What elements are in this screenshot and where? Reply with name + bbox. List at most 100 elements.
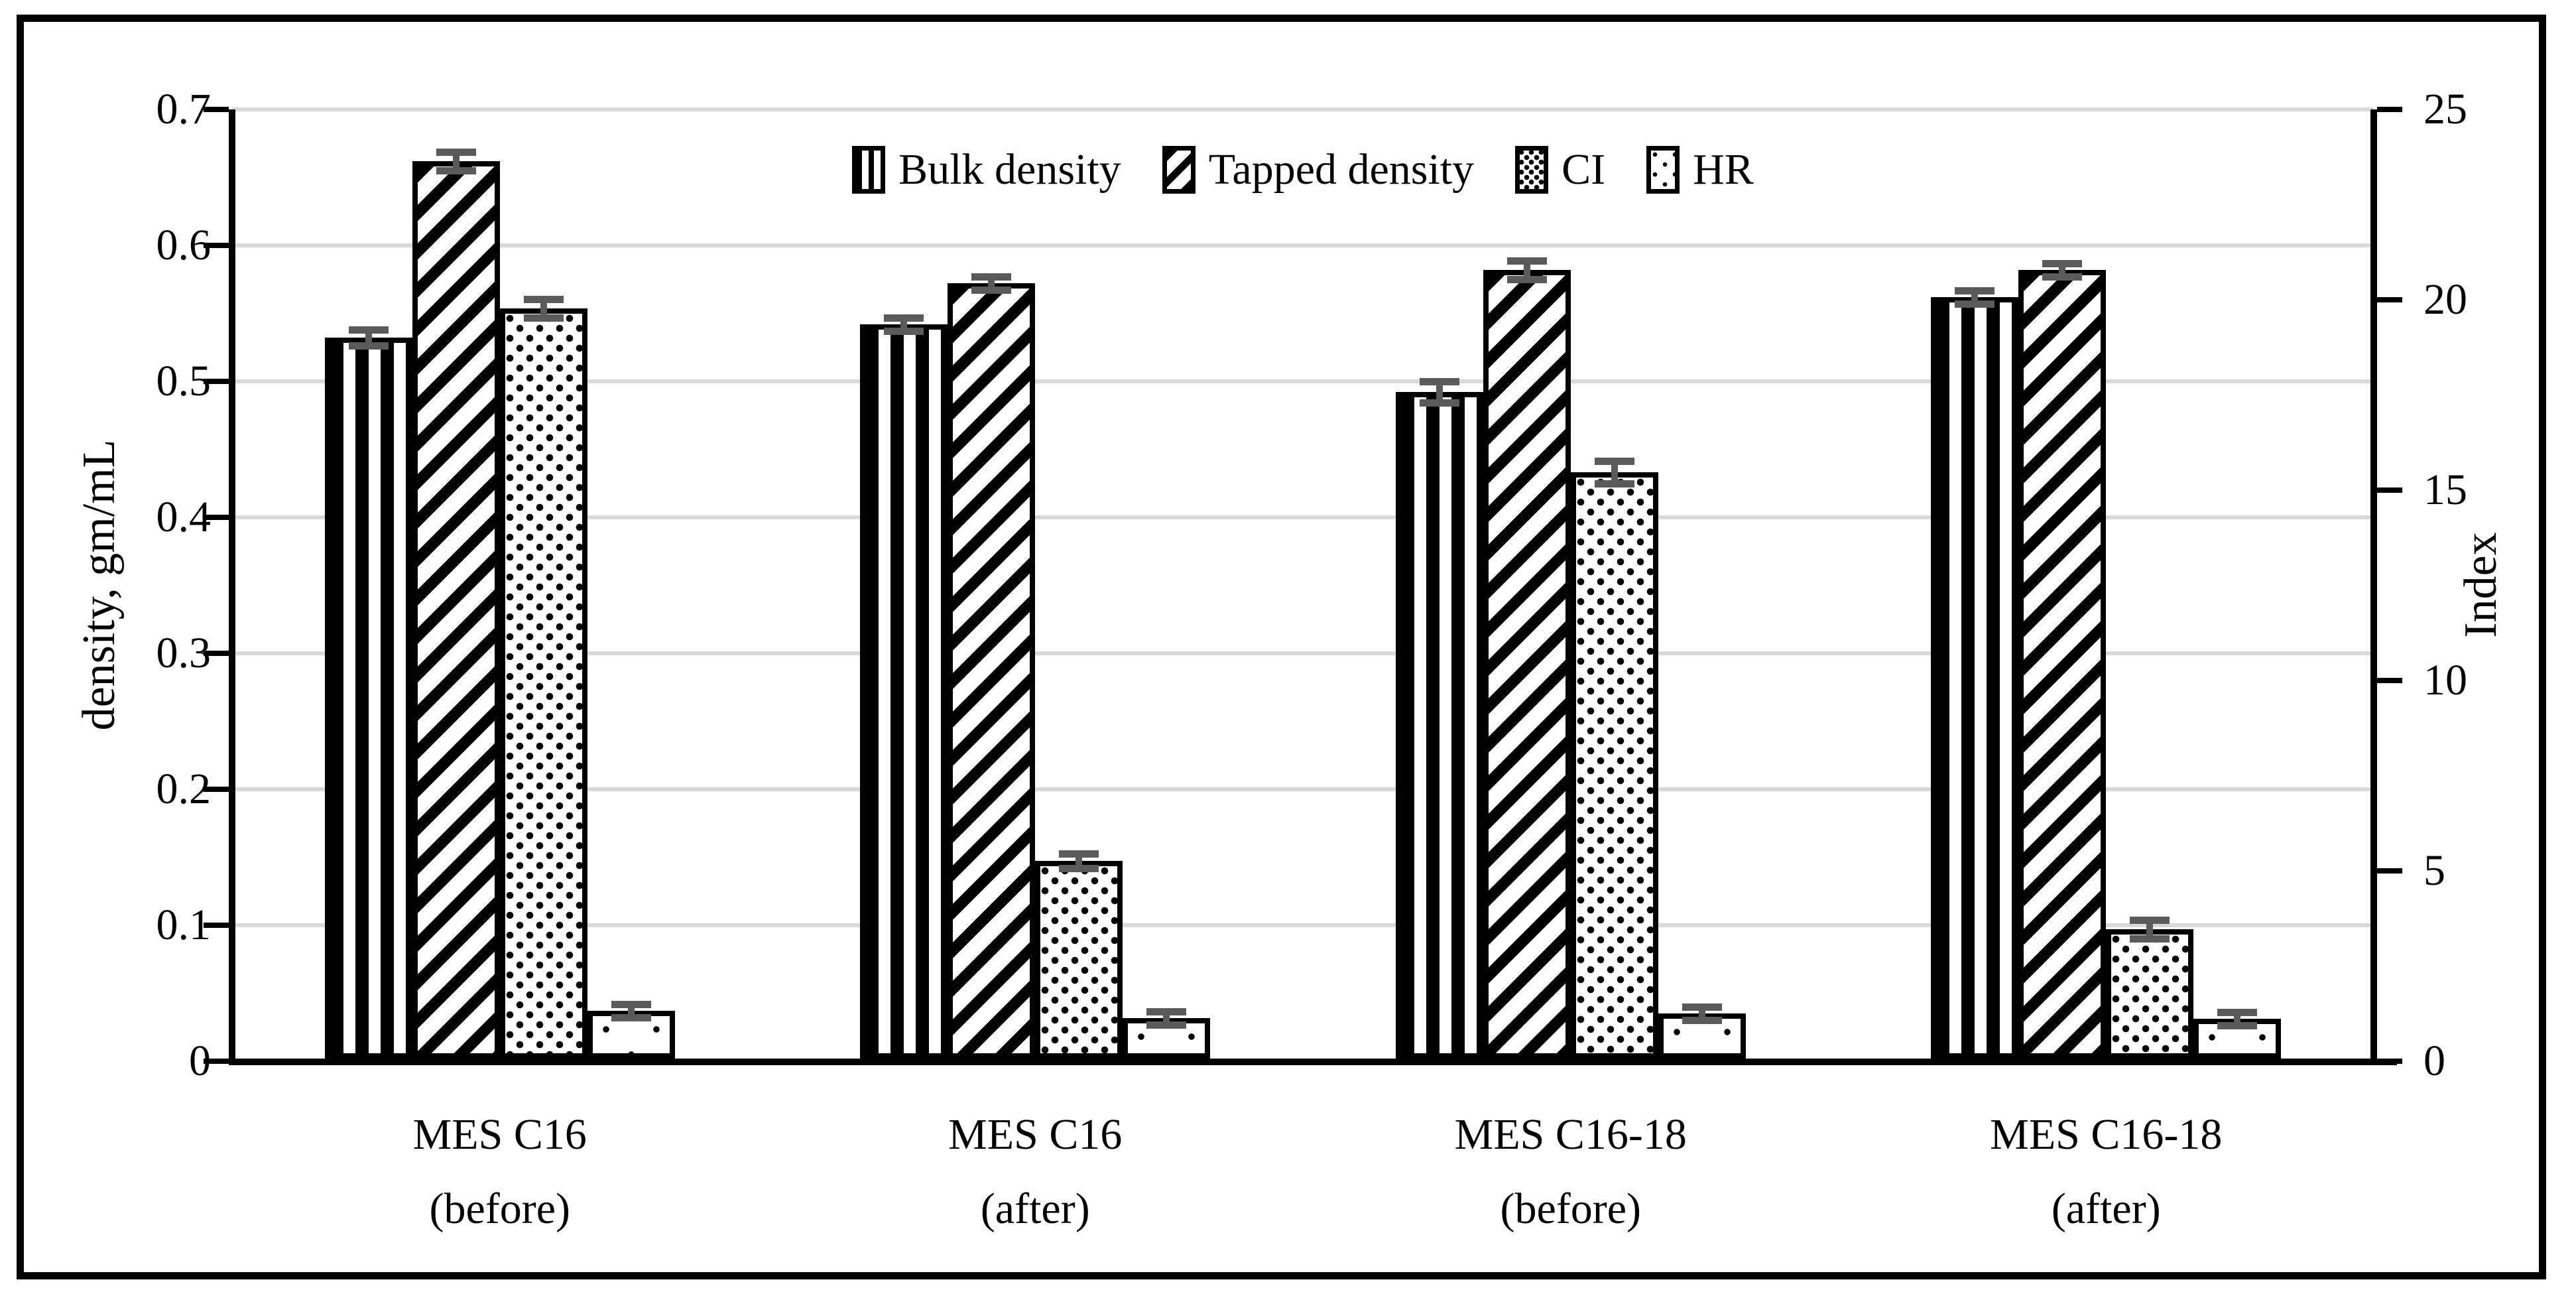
error-bar-stem (988, 273, 995, 294)
error-bar-cap-bottom (611, 1014, 651, 1021)
error-bar-stem (2059, 260, 2065, 281)
right-axis-tick-label: 15 (2423, 466, 2467, 514)
plot-area: 0.7 0.6 0.5 0.4 0.3 0.2 0.1 0 25 20 15 10 5 0 (156, 88, 2468, 1083)
x-category-label: MES C16 (before) (232, 1098, 768, 1246)
error-bar-stem (2234, 1009, 2240, 1029)
gridline (232, 515, 2374, 519)
right-axis-tick (2377, 1059, 2402, 1064)
gridline (232, 923, 2374, 927)
error-bar-cap-bottom (524, 314, 564, 322)
bar-ci (1035, 861, 1123, 1059)
error-bar (884, 314, 924, 335)
dense-dots-swatch-icon (1515, 146, 1549, 194)
legend-item-tapped-density: Tapped density (1162, 145, 1474, 195)
error-bar (1507, 257, 1547, 283)
left-axis-tick (204, 651, 229, 656)
legend-item-ci: CI (1515, 145, 1605, 195)
error-bar-stem (1436, 378, 1443, 407)
left-axis-tick (204, 923, 229, 928)
error-bar-stem (1971, 287, 1978, 308)
legend-label: Bulk density (898, 145, 1121, 194)
figure-border (17, 15, 2546, 1279)
right-axis-tick-label: 0 (2423, 1037, 2445, 1085)
error-bar (436, 149, 476, 174)
error-bar (611, 1001, 651, 1021)
error-bar-cap-bottom (884, 328, 924, 335)
error-bar-stem (900, 314, 907, 335)
error-bar (1595, 458, 1634, 487)
vertical-stripes-swatch-icon (852, 146, 886, 194)
error-bar (2042, 260, 2082, 281)
error-bar-cap-bottom (1682, 1017, 1722, 1024)
error-bar-cap-bottom (2042, 273, 2082, 281)
x-axis-line (229, 1059, 2397, 1065)
bar-bulk-density (325, 338, 412, 1059)
left-axis-tick (204, 1059, 229, 1064)
x-category-label-line1: MES C16 (412, 1110, 587, 1159)
x-category-label-line2: (after) (980, 1185, 1090, 1233)
right-axis-tick-label: 5 (2423, 846, 2445, 895)
error-bar-cap-bottom (2130, 935, 2170, 942)
error-bar (2217, 1009, 2257, 1029)
error-bar (524, 296, 564, 322)
bar-ci (1571, 472, 1658, 1059)
error-bar-cap-bottom (1595, 480, 1634, 487)
error-bar-stem (1163, 1008, 1170, 1029)
error-bar-stem (453, 149, 460, 174)
error-bar-stem (1699, 1004, 1705, 1024)
x-category-label-line2: (before) (1500, 1185, 1641, 1233)
error-bar-stem (1611, 458, 1618, 487)
right-axis-tick (2377, 678, 2402, 683)
error-bar-stem (2146, 917, 2153, 942)
error-bar-stem (1524, 257, 1530, 283)
right-axis-tick (2377, 107, 2402, 112)
error-bar (1682, 1004, 1722, 1024)
right-axis-tick-label: 20 (2423, 275, 2467, 324)
bar-bulk-density (1931, 297, 2018, 1059)
left-axis-tick (204, 787, 229, 792)
error-bar (1955, 287, 1994, 308)
bar-tapped-density (948, 283, 1035, 1059)
error-bar-stem (628, 1001, 635, 1021)
gridline (232, 379, 2374, 383)
bar-tapped-density (412, 161, 500, 1059)
left-axis-tick-label: 0.2 (156, 765, 212, 813)
bar-bulk-density (1396, 392, 1483, 1059)
error-bar-cap-bottom (2217, 1022, 2257, 1029)
error-bar-stem (1075, 850, 1082, 872)
error-bar-cap-bottom (971, 287, 1011, 294)
left-axis-tick (204, 515, 229, 520)
left-axis-tick-label: 0.6 (156, 221, 212, 269)
right-axis-tick (2377, 297, 2402, 302)
error-bar-cap-bottom (1507, 276, 1547, 283)
x-category-label-line1: MES C16-18 (1990, 1110, 2223, 1159)
legend-item-hr: HR (1646, 145, 1754, 195)
right-axis-tick-label: 25 (2423, 85, 2467, 133)
error-bar-cap-bottom (1955, 300, 1994, 308)
bar-ci (500, 308, 587, 1059)
right-axis-tick-label: 10 (2423, 656, 2467, 704)
error-bar-cap-bottom (1420, 399, 1459, 407)
x-category-label-line2: (before) (429, 1185, 570, 1233)
left-axis-tick-label: 0 (189, 1037, 211, 1085)
diagonal-stripes-swatch-icon (1162, 146, 1196, 194)
gridline (232, 651, 2374, 655)
bar-tapped-density (1483, 270, 1571, 1059)
x-category-label: MES C16-18 (after) (1839, 1098, 2374, 1246)
gridline (232, 107, 2374, 111)
error-bar-stem (540, 296, 547, 322)
error-bar (349, 326, 389, 350)
x-category-label-line1: MES C16-18 (1454, 1110, 1687, 1159)
bar-ci (2106, 929, 2193, 1059)
error-bar (1146, 1008, 1186, 1029)
left-axis-line (229, 109, 235, 1065)
left-axis-tick-label: 0.3 (156, 629, 212, 677)
legend-item-bulk-density: Bulk density (852, 145, 1121, 195)
x-category-label: MES C16 (after) (768, 1098, 1304, 1246)
right-axis-tick (2377, 487, 2402, 493)
error-bar-cap-bottom (1146, 1021, 1186, 1029)
x-category-label: MES C16-18 (before) (1303, 1098, 1839, 1246)
x-category-label-line2: (after) (2051, 1185, 2161, 1233)
left-axis-tick (204, 243, 229, 248)
